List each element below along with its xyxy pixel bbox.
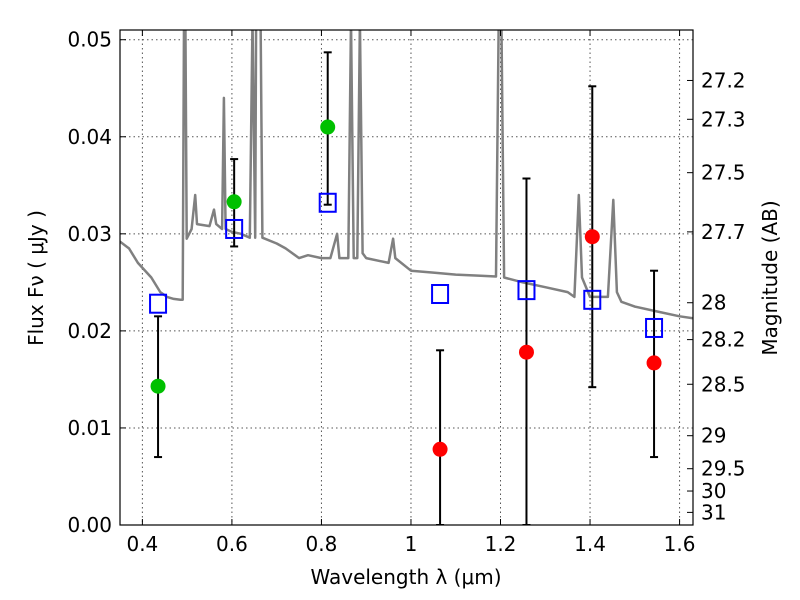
x-tick-label: 1.2 [485,532,517,556]
data-point [432,441,448,457]
x-tick-label: 0.4 [126,532,158,556]
right-axis-label: Magnitude (AB) [758,200,782,355]
axis-ticks: 0.4 0.6 0.8 1 1.2 1.4 1.6 0.00 0.01 0.02 0.03 0.04 0… [67,28,745,556]
data-point [584,229,600,245]
y-tick-label: 0.00 [67,513,112,537]
right-tick-label: 27.5 [701,161,746,185]
model-point [645,317,664,338]
y-tick-label: 0.05 [67,28,112,52]
plot-frame [119,29,694,526]
right-tick-label: 28.5 [701,372,746,396]
y-axis-label: Flux Fν ( μJy ) [24,210,48,346]
right-tick-label: 29.5 [701,457,746,481]
photometry-markers [149,119,664,457]
data-point [518,344,534,360]
right-tick-label: 31 [701,500,726,524]
right-tick-label: 28 [701,291,726,315]
error-bars [154,51,659,525]
model-point [318,192,337,213]
y-tick-label: 0.04 [67,125,112,149]
data-point [226,194,242,210]
data-point [150,378,166,394]
y-tick-label: 0.02 [67,319,112,343]
x-axis-label: Wavelength λ (μm) [310,565,501,589]
x-tick-label: 1.6 [664,532,696,556]
data-point [646,355,662,371]
model-point [583,289,602,310]
model-point [517,280,536,301]
model-point [149,293,168,314]
model-point [431,284,450,304]
right-tick-label: 29 [701,424,726,448]
right-tick-label: 27.2 [701,68,746,92]
right-tick-label: 30 [701,479,726,503]
right-tick-label: 27.3 [701,107,746,131]
right-tick-label: 27.7 [701,220,746,244]
x-tick-label: 0.6 [216,532,248,556]
right-tick-label: 28.2 [701,328,746,352]
y-tick-label: 0.01 [67,416,112,440]
x-tick-label: 0.8 [306,532,338,556]
x-tick-label: 1.4 [574,532,606,556]
y-tick-label: 0.03 [67,222,112,246]
data-point [320,119,336,135]
model-spectrum [120,30,693,320]
model-point [225,218,244,239]
spectrum-line [120,30,693,320]
x-tick-label: 1 [405,532,418,556]
grid [120,30,693,526]
